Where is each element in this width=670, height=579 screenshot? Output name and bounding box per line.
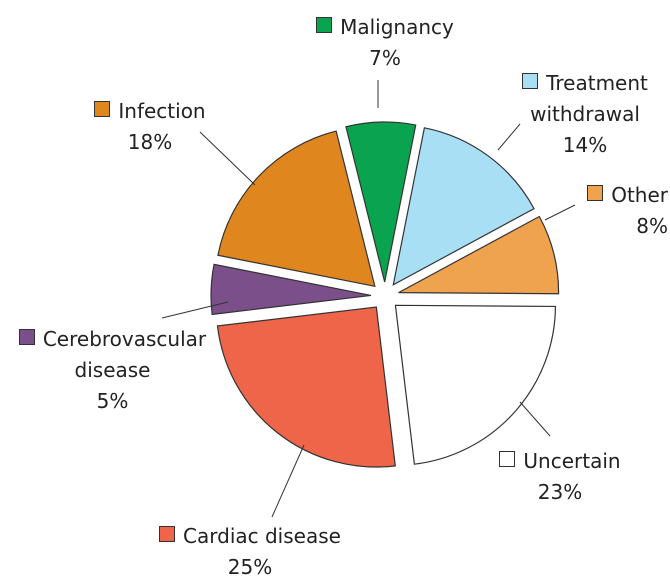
percent-label: 14% <box>562 133 608 157</box>
percent-label: 23% <box>537 480 583 504</box>
slice-label: Treatment withdrawal 14% <box>490 68 670 161</box>
pie-slice <box>217 130 376 288</box>
category-name: Cardiac disease <box>183 524 341 548</box>
legend-swatch <box>18 329 35 345</box>
pie-slice <box>392 127 535 286</box>
leader-line <box>497 123 521 151</box>
slice-label: Infection 18% <box>60 96 240 158</box>
legend-swatch <box>522 73 539 89</box>
slice-label: Uncertain 23% <box>470 446 650 508</box>
percent-label: 7% <box>369 46 401 70</box>
slice-label: Cerebrovascular disease 5% <box>5 324 220 417</box>
label-name-row: Cerebrovascular disease <box>5 324 220 386</box>
category-name: Uncertain <box>523 449 621 473</box>
label-name-row: Uncertain <box>470 446 650 477</box>
category-name: Malignancy <box>340 15 454 39</box>
percent-label: 5% <box>96 389 129 413</box>
leader-line <box>199 131 256 186</box>
pie-slice <box>210 263 372 316</box>
label-name-row: Cardiac disease <box>140 521 360 552</box>
leader-line <box>271 444 305 518</box>
leader-line <box>544 204 576 221</box>
leader-line <box>161 301 229 319</box>
percent-label: 25% <box>227 555 273 579</box>
pie-slice <box>394 304 557 465</box>
percent-label: 8% <box>636 214 668 238</box>
slice-label: Other 8% <box>560 180 668 242</box>
label-name-row: Malignancy <box>285 12 485 43</box>
legend-swatch <box>499 451 516 467</box>
slice-label: Cardiac disease 25% <box>140 521 360 579</box>
legend-swatch <box>316 17 333 33</box>
pie-slice <box>398 215 560 295</box>
pie-slice <box>216 306 396 468</box>
pie-slice <box>345 121 417 283</box>
category-name: Infection <box>118 99 206 123</box>
legend-swatch <box>94 101 111 117</box>
legend-swatch <box>587 185 604 201</box>
category-name: Other <box>611 183 668 207</box>
category-name: Cerebrovascular disease <box>42 327 207 382</box>
category-name: Treatment withdrawal <box>530 71 648 126</box>
label-name-row: Other <box>560 180 668 211</box>
slice-label: Malignancy 7% <box>285 12 485 74</box>
percent-label: 18% <box>127 130 173 154</box>
legend-swatch <box>159 526 176 542</box>
label-name-row: Treatment withdrawal <box>490 68 670 130</box>
label-name-row: Infection <box>60 96 240 127</box>
leader-line <box>519 401 551 437</box>
